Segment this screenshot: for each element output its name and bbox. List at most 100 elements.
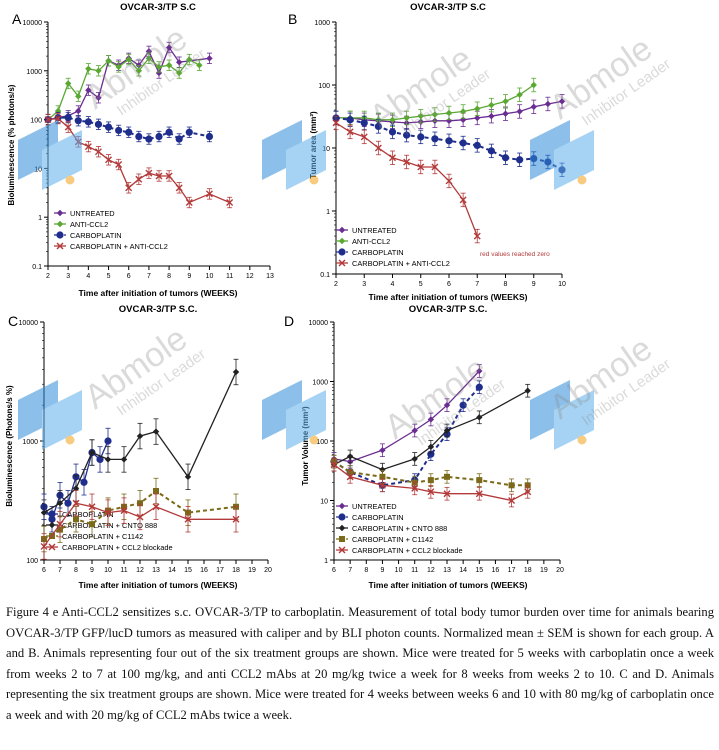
- panel-c-x-tick-label: 10: [104, 567, 112, 574]
- panel-c-plot: 100 1000 10000 6 7 8 9 10 11 12 13 14 15 16 17 18 19 20 CA…: [19, 320, 272, 574]
- panel-c-point-cnto: [72, 485, 80, 492]
- panel-d-legend-label-cnto: CARBOPLATIN + CNTO 888: [352, 524, 447, 533]
- panel-b-x-tick-label: 6: [447, 281, 451, 288]
- logo-shape-2: [554, 130, 594, 190]
- panel-d-line-carboplatin: [333, 386, 481, 487]
- panel-d-legend-label-c1142: CARBOPLATIN + C1142: [352, 535, 433, 544]
- panel-d-point-combo: [411, 484, 419, 492]
- panel-letter-d: D: [284, 313, 294, 329]
- panel-b-point-combo: [374, 144, 382, 152]
- panel-c-point-cnto: [88, 449, 96, 456]
- panel-d-y-tick-label: 1: [324, 558, 328, 565]
- panel-a-point-carboplatin: [185, 128, 193, 136]
- panel-b-x-tick-label: 3: [362, 281, 366, 288]
- panel-a-point-carboplatin: [115, 126, 123, 135]
- panel-b-point-untreated: [530, 103, 537, 111]
- panel-c-y-tick-label: 10000: [19, 320, 39, 327]
- panel-b-point-combo: [473, 232, 481, 240]
- panel-d-line-cnto: [333, 390, 529, 471]
- panel-c-point-combo: [184, 515, 192, 523]
- panel-d-point-cnto: [346, 453, 354, 460]
- panel-b: B OVCAR-3/TP S.C Time after initiation o…: [288, 2, 566, 302]
- panel-c-point-combo: [56, 520, 64, 528]
- panel-c-x-tick-label: 11: [120, 567, 127, 574]
- panel-a-x-tick-label: 10: [206, 273, 214, 280]
- panel-d-xlabel: Time after initiation of tumors (WEEKS): [369, 580, 528, 590]
- panel-a-x-tick-label: 4: [86, 273, 90, 280]
- panel-d-series-combo: [330, 457, 532, 508]
- panel-d-y-tick-label: 10000: [309, 320, 329, 327]
- panel-d-legend-label-untreated: UNTREATED: [352, 502, 397, 511]
- panel-b-x-tick-label: 9: [532, 281, 536, 288]
- panel-a-x-tick-label: 6: [127, 273, 131, 280]
- panel-c-legend-marker-carboplatin: [48, 510, 56, 518]
- panel-a-point-untreated: [75, 107, 82, 115]
- panel-c-x-tick-label: 19: [248, 567, 256, 574]
- panel-a-point-anti_ccl2: [155, 63, 163, 71]
- panel-d-point-carboplatin: [427, 450, 435, 458]
- panel-b-point-combo: [332, 119, 340, 127]
- panel-a-point-carboplatin: [84, 118, 92, 126]
- logo-dot: [577, 175, 587, 185]
- panel-d-point-untreated: [476, 367, 483, 375]
- panel-a-x-tick-label: 11: [226, 273, 233, 280]
- panel-c-x-tick-label: 17: [216, 567, 224, 574]
- panel-a-legend-label-untreated: UNTREATED: [70, 209, 115, 218]
- panel-a-series-combo: [44, 112, 234, 209]
- panel-a-point-carboplatin: [175, 135, 183, 143]
- panel-a-x-tick-label: 9: [187, 273, 191, 280]
- panel-d-point-cnto: [443, 427, 451, 434]
- panel-a-y-tick-label: 1: [38, 215, 42, 222]
- panel-b-point-anti_ccl2: [474, 105, 481, 112]
- panel-b-point-untreated: [516, 108, 523, 115]
- panel-b-point-carboplatin: [487, 147, 495, 155]
- panel-c-point-cnto: [40, 509, 48, 516]
- panel-d-point-combo: [524, 488, 532, 496]
- panel-b-point-anti_ccl2: [516, 91, 523, 98]
- panel-a-x-tick-label: 7: [147, 273, 151, 280]
- panel-c-x-tick-label: 9: [90, 567, 94, 574]
- panel-a-point-combo: [54, 115, 62, 123]
- panel-a-y-tick-label: 10000: [23, 20, 43, 27]
- panel-d-y-tick-label: 1000: [312, 380, 328, 387]
- panel-b-point-combo: [346, 128, 354, 136]
- panel-b-point-anti_ccl2: [502, 98, 509, 105]
- panel-b-legend-label-combo: CARBOPLATIN + ANTI-CCL2: [352, 259, 450, 268]
- panel-a-y-tick-label: 100: [30, 118, 42, 125]
- panel-c-legend-label-carboplatin: CARBOPLATIN: [62, 510, 114, 519]
- panel-a-x-tick-label: 13: [266, 273, 274, 280]
- panel-b-y-tick-label: 1: [326, 209, 330, 216]
- panel-a-ylabel: Bioluminescence (% photons/s): [7, 84, 16, 205]
- panel-c-series-cnto: [40, 358, 240, 526]
- panel-b-legend-marker-anti_ccl2: [338, 237, 346, 245]
- panel-b-point-carboplatin: [417, 133, 425, 141]
- panel-d-point-cnto: [379, 466, 386, 473]
- panel-a-legend-marker-combo: [56, 242, 64, 250]
- panel-d-point-cnto: [524, 387, 531, 394]
- panel-c-point-combo: [152, 503, 160, 511]
- panel-d-x-tick-label: 17: [508, 567, 516, 574]
- panel-a-x-tick-label: 8: [167, 273, 171, 280]
- panel-b-point-carboplatin: [388, 128, 397, 136]
- panel-c-x-tick-label: 7: [58, 567, 62, 574]
- panel-c-point-c1142: [137, 500, 143, 507]
- panel-a-line-carboplatin: [47, 116, 210, 141]
- panel-a-point-carboplatin: [135, 132, 143, 141]
- panel-a-point-anti_ccl2: [85, 65, 92, 72]
- panel-c-ylabel: Bioluminescence (Photons/s %): [5, 385, 14, 507]
- panel-d-legend-marker-combo: [338, 546, 346, 554]
- panel-c-legend-marker-cnto: [48, 521, 56, 529]
- panel-a-line-anti_ccl2: [47, 57, 200, 121]
- panel-b-y-tick-label: 0.1: [320, 272, 330, 279]
- panel-a-title: OVCAR-3/TP S.C: [120, 2, 196, 13]
- panel-b-legend-marker-carboplatin: [338, 248, 346, 256]
- panel-d-point-c1142: [379, 473, 386, 480]
- panel-a-point-carboplatin: [155, 132, 163, 141]
- panel-c-y-tick-label: 100: [26, 558, 38, 565]
- panel-d-point-combo: [378, 481, 386, 489]
- panel-a-point-carboplatin: [94, 120, 103, 128]
- panel-a-point-untreated: [206, 55, 213, 62]
- panel-a-point-combo: [64, 123, 72, 131]
- panel-d-point-combo: [508, 497, 516, 504]
- panel-c-point-carboplatin: [48, 515, 56, 523]
